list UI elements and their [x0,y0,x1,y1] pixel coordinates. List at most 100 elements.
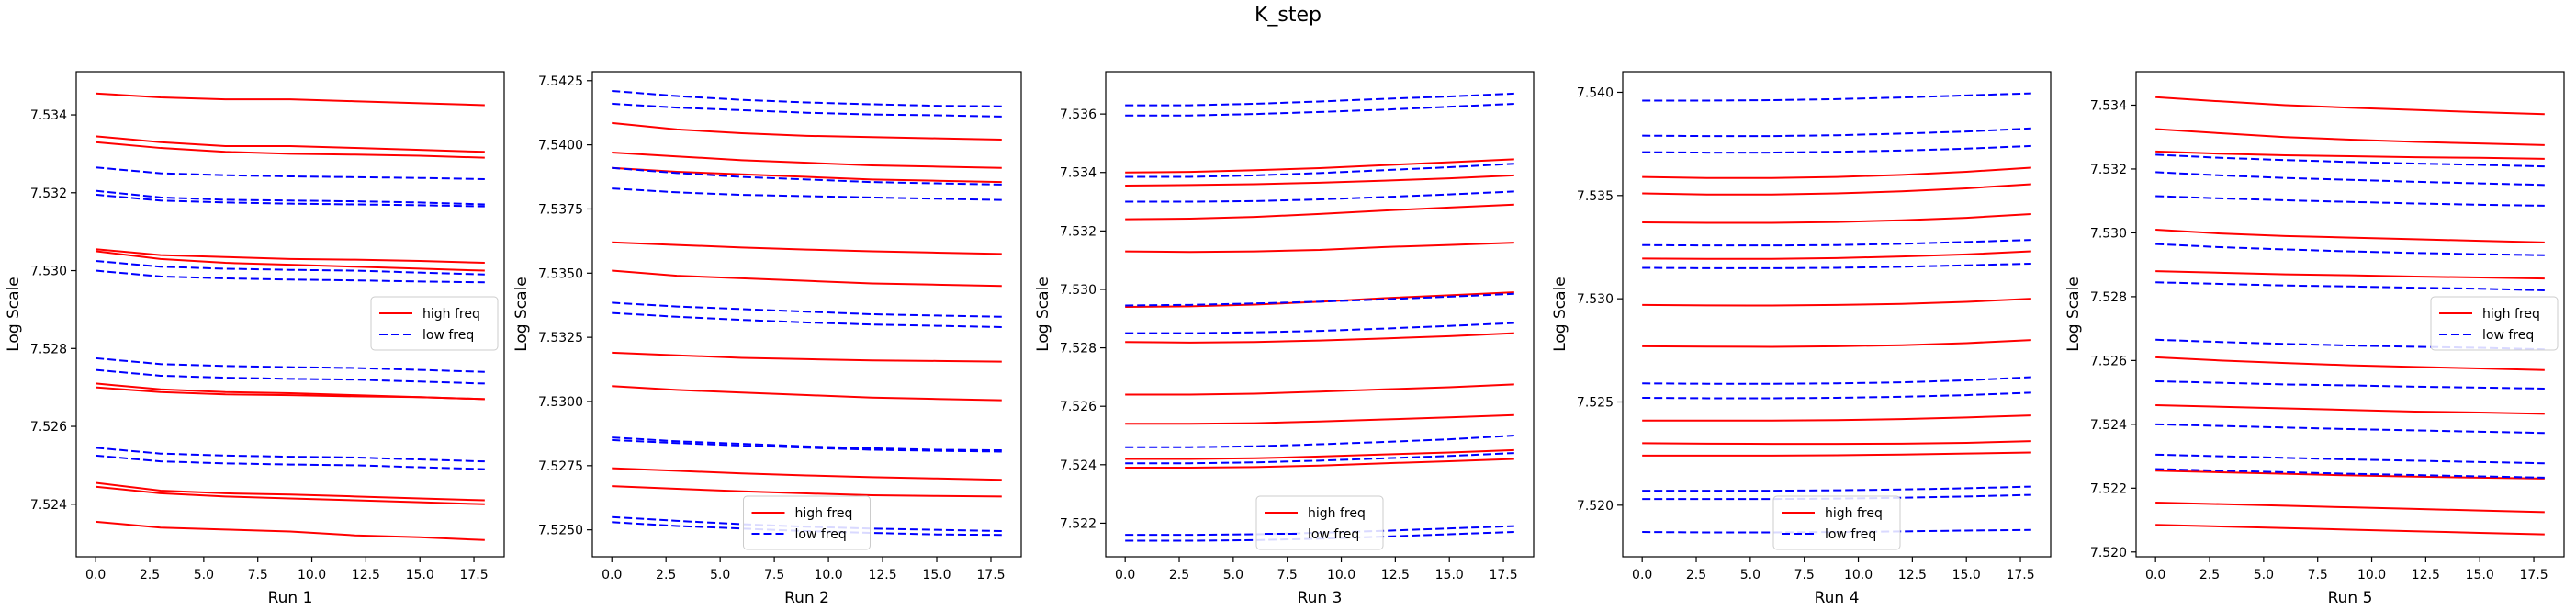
high-freq-line [1125,203,1514,221]
low-freq-line [2155,453,2545,465]
x-tick-label: 5.0 [2254,568,2274,583]
low-freq-line [2155,153,2545,168]
high-freq-line [1642,339,2031,348]
low-freq-line [1642,239,2031,247]
high-freq-line [612,467,1002,481]
y-tick-label: 7.532 [1060,224,1097,239]
high-freq-line [96,481,485,502]
low-freq-line [1125,452,1514,465]
x-tick-label: 5.0 [710,568,730,583]
high-freq-line [1125,458,1514,469]
high-freq-line [2155,404,2545,415]
low-freq-line [612,311,1002,328]
legend-high-freq-label: high freq [1825,506,1883,521]
axes-frame [1622,71,2052,558]
high-freq-line [1642,440,2031,446]
legend-box [1772,495,1901,550]
legend-low-freq-label: low freq [1308,527,1359,542]
x-tick-label: 15.0 [1952,568,1981,583]
x-tick-label: 2.5 [656,568,676,583]
x-tick-label: 17.5 [976,568,1005,583]
high-freq-line [1125,174,1514,187]
high-freq-line [612,351,1002,363]
low-freq-line [612,166,1002,186]
low-freq-line [2155,171,2545,187]
figure-title: K_step [1254,4,1322,27]
y-axis-label: Log Scale [512,277,531,352]
low-freq-line [1642,144,2031,154]
x-tick-label: 7.5 [764,568,784,583]
x-axis-label: Run 4 [1815,589,1860,607]
y-tick-label: 7.530 [1060,283,1097,298]
low-freq-line [96,166,485,180]
x-tick-label: 10.0 [298,568,326,583]
low-freq-line [1642,485,2031,492]
x-tick-label: 17.5 [459,568,488,583]
low-freq-line [1642,391,2031,400]
low-freq-line [96,189,485,206]
high-freq-line [1642,213,2031,224]
high-freq-line [612,166,1002,184]
y-tick-label: 7.534 [2090,98,2127,113]
high-freq-line [96,248,485,265]
high-freq-line [2155,128,2545,146]
y-tick-label: 7.530 [30,265,67,279]
x-tick-label: 2.5 [1686,568,1706,583]
y-tick-label: 7.534 [1060,166,1097,181]
high-freq-line [96,250,485,272]
x-tick-label: 2.5 [1169,568,1189,583]
low-freq-line [612,301,1002,318]
x-tick-label: 0.0 [85,568,106,583]
y-tick-label: 7.536 [1060,107,1097,122]
y-tick-label: 7.524 [1060,458,1097,473]
low-freq-line [1125,435,1514,448]
high-freq-line [1125,332,1514,344]
low-freq-line [1125,190,1514,203]
high-freq-line [2155,524,2545,536]
low-freq-line [612,436,1002,452]
low-freq-line [1125,163,1514,178]
legend-high-freq-label: high freq [2482,307,2540,322]
subplot-5: 0.0 2.5 5.0 7.5 10.0 12.5 15.0 17.5 7.520 7.522 7.… [2064,71,2565,607]
series-group [2155,96,2545,536]
y-axis-label: Log Scale [1034,277,1052,352]
legend-high-freq-label: high freq [795,506,853,521]
low-freq-line [1125,102,1514,117]
legend-box [2430,296,2559,351]
y-tick-label: 7.5425 [538,74,583,89]
series-group [96,92,485,541]
axes-frame [1105,71,1535,558]
y-tick-label: 7.524 [2090,418,2127,433]
y-axis-label: Log Scale [2064,277,2083,352]
y-tick-label: 7.526 [2090,354,2127,368]
legend: high freq low freq [2430,296,2559,351]
legend: high freq low freq [370,296,499,351]
high-freq-line [1642,451,2031,457]
x-tick-label: 17.5 [2006,568,2034,583]
high-freq-line [2155,356,2545,371]
y-tick-label: 7.535 [1577,189,1614,204]
high-freq-line [1642,298,2031,307]
high-freq-line [1125,413,1514,425]
x-tick-label: 15.0 [2466,568,2494,583]
high-freq-line [612,385,1002,402]
legend-low-freq-label: low freq [795,527,847,542]
y-tick-label: 7.532 [30,187,67,201]
x-tick-label: 15.0 [1435,568,1464,583]
high-freq-line [2155,228,2545,243]
y-tick-label: 7.540 [1577,85,1614,100]
x-tick-label: 10.0 [2357,568,2386,583]
series-group [612,89,1002,537]
high-freq-line [2155,96,2545,116]
low-freq-line [1125,92,1514,107]
low-freq-line [612,102,1002,118]
y-tick-label: 7.5325 [538,331,583,345]
x-tick-label: 5.0 [1740,568,1760,583]
x-tick-label: 10.0 [814,568,842,583]
series-group [1642,92,2031,534]
y-tick-label: 7.5300 [538,395,583,410]
legend-high-freq-label: high freq [1308,506,1366,521]
x-tick-label: 17.5 [1489,568,1517,583]
x-tick-label: 15.0 [922,568,951,583]
